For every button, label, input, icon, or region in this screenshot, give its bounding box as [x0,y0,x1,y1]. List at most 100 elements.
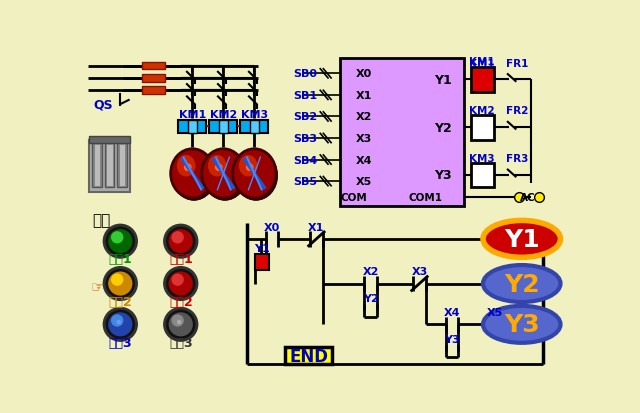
Bar [94,145,100,186]
Ellipse shape [239,156,257,177]
Ellipse shape [164,225,197,258]
Text: FR3: FR3 [506,154,528,164]
Bar [219,120,228,134]
Ellipse shape [111,315,124,327]
Ellipse shape [116,237,121,242]
Text: Y3: Y3 [504,313,540,337]
Text: Y1: Y1 [254,244,270,254]
Text: SB0: SB0 [293,69,317,79]
Ellipse shape [168,271,194,297]
Text: KM3: KM3 [469,154,495,164]
Text: Y3: Y3 [434,169,451,182]
Ellipse shape [246,164,253,172]
Ellipse shape [104,309,136,341]
Text: Y1: Y1 [434,74,452,87]
Ellipse shape [172,152,216,201]
Text: FR1: FR1 [506,58,528,69]
Text: KM1: KM1 [469,58,495,69]
Bar [470,163,494,188]
Text: SB3: SB3 [293,134,317,144]
Ellipse shape [177,279,182,284]
Ellipse shape [104,225,136,258]
Ellipse shape [164,268,197,300]
Ellipse shape [104,268,136,300]
Text: Y3: Y3 [444,334,460,344]
Text: KM1: KM1 [469,57,495,67]
Bar [142,63,165,70]
Text: 启动2: 启动2 [108,295,132,308]
Bar [255,255,269,270]
Bar [92,143,102,188]
Bar [106,145,113,186]
Bar [119,145,125,186]
Text: Y1: Y1 [504,227,540,251]
Text: SB1: SB1 [293,91,317,101]
Ellipse shape [164,309,197,341]
Text: KM2: KM2 [469,106,495,116]
Text: SB2: SB2 [293,112,317,122]
Bar [188,120,197,134]
Text: KM2: KM2 [210,110,237,120]
Ellipse shape [177,237,182,242]
Text: 启动1: 启动1 [108,253,132,266]
Ellipse shape [168,228,194,255]
Bar [470,116,494,140]
Text: Y2: Y2 [434,121,452,134]
Text: X4: X4 [444,307,460,317]
Text: AC: AC [520,192,536,202]
Text: Y2: Y2 [504,272,540,296]
Text: X1: X1 [356,91,372,101]
Ellipse shape [171,150,214,199]
Ellipse shape [168,311,194,337]
Text: X3: X3 [412,266,428,277]
Bar [470,68,494,93]
Ellipse shape [483,266,561,302]
Ellipse shape [111,274,124,286]
Ellipse shape [107,271,134,297]
Text: FR2: FR2 [506,106,528,116]
Text: ☞: ☞ [90,280,104,295]
Ellipse shape [184,164,191,172]
Ellipse shape [483,221,561,258]
Text: 停止3: 停止3 [169,336,193,349]
Bar [90,140,129,192]
Bar [105,143,114,188]
Text: 启动3: 启动3 [109,336,132,349]
Ellipse shape [204,152,246,201]
Text: X4: X4 [356,155,372,165]
Bar [117,143,127,188]
Text: 停止1: 停止1 [169,253,193,266]
Ellipse shape [116,320,121,325]
Ellipse shape [233,150,276,199]
Text: END: END [289,347,328,365]
Ellipse shape [172,274,184,286]
Text: X0: X0 [356,69,372,79]
Ellipse shape [215,164,223,172]
Text: X2: X2 [362,266,379,277]
Text: 停止2: 停止2 [169,295,193,308]
Bar [209,120,237,134]
Bar [285,348,332,365]
Text: QS: QS [93,98,113,112]
Bar [241,120,268,134]
Text: SB5: SB5 [293,177,317,187]
Ellipse shape [202,150,245,199]
Bar [142,87,165,95]
Ellipse shape [107,311,134,337]
Text: COM1: COM1 [409,192,443,202]
Ellipse shape [172,232,184,244]
Ellipse shape [234,152,278,201]
Ellipse shape [111,232,124,244]
Bar [179,120,206,134]
Ellipse shape [483,306,561,343]
Bar [142,75,165,83]
Text: COM: COM [341,192,368,202]
Text: KM1: KM1 [179,110,206,120]
Ellipse shape [107,228,134,255]
Text: X3: X3 [356,134,372,144]
Ellipse shape [172,315,184,327]
Bar [340,59,465,206]
Text: X5: X5 [486,307,503,317]
Text: KM3: KM3 [241,110,268,120]
Text: X2: X2 [356,112,372,122]
